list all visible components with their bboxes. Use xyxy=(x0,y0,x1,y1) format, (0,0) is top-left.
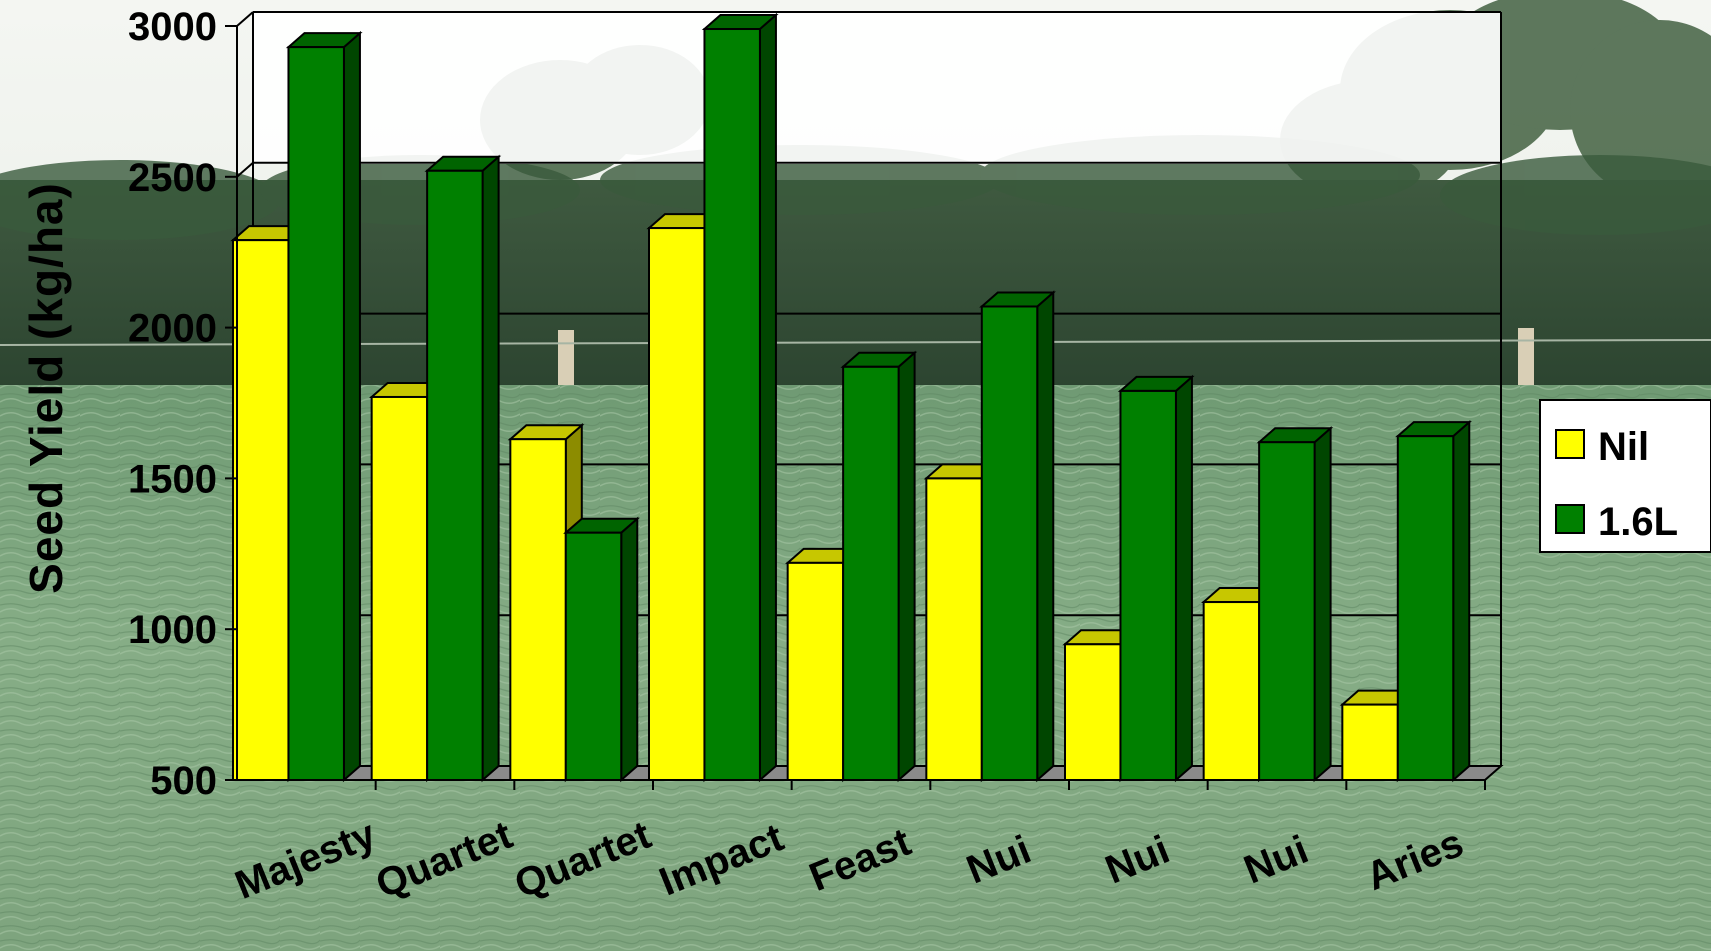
x-category-label: Aries xyxy=(1360,821,1469,899)
legend-swatch-nil xyxy=(1556,430,1584,458)
bar-front xyxy=(1259,442,1314,780)
y-tick-label: 2500 xyxy=(128,156,217,200)
gridline-depth xyxy=(237,12,253,26)
bar-1-6l-7 xyxy=(1259,428,1330,780)
bar-front xyxy=(372,397,427,780)
bar-front xyxy=(1342,705,1397,780)
bar-side xyxy=(483,157,499,780)
bar-side xyxy=(1176,377,1192,780)
bar-front xyxy=(1065,644,1120,780)
legend: Nil 1.6L xyxy=(1540,400,1711,552)
bar-front xyxy=(843,367,898,780)
bar-front xyxy=(1120,391,1175,780)
bar-1-6l-5 xyxy=(982,292,1053,780)
x-category-label: Impact xyxy=(653,815,789,904)
bar-front xyxy=(649,228,704,780)
x-category-label: Nui xyxy=(961,827,1037,892)
x-category-label: Nui xyxy=(1099,827,1175,892)
x-category-label: Quartet xyxy=(509,813,657,907)
y-tick-label: 2000 xyxy=(128,307,217,351)
bar-side xyxy=(760,15,776,780)
bar-1-6l-0 xyxy=(288,33,359,780)
bar-side xyxy=(1315,428,1331,780)
bar-front xyxy=(704,29,759,780)
legend-label-nil: Nil xyxy=(1598,425,1649,469)
bar-side xyxy=(1453,422,1469,780)
bar-front xyxy=(982,306,1037,780)
x-category-label: Feast xyxy=(803,820,916,900)
legend-label-1-6l: 1.6L xyxy=(1598,500,1678,544)
bar-side xyxy=(1037,292,1053,780)
y-tick-label: 500 xyxy=(150,759,217,803)
bar-front xyxy=(1398,436,1453,780)
legend-swatch-1-6l xyxy=(1556,505,1584,533)
plot-wall xyxy=(253,12,1500,164)
bar-side xyxy=(621,519,637,780)
gridline-depth xyxy=(237,163,253,177)
x-category-label: Nui xyxy=(1238,827,1314,892)
y-tick-label: 3000 xyxy=(128,5,217,49)
bar-1-6l-8 xyxy=(1398,422,1469,780)
bar-1-6l-4 xyxy=(843,353,914,780)
bar-1-6l-1 xyxy=(427,157,498,780)
bar-front xyxy=(926,478,981,780)
bar-front xyxy=(288,47,343,780)
x-category-label: Quartet xyxy=(370,813,518,907)
bar-front xyxy=(510,439,565,780)
y-axis-title: Seed Yield (kg/ha) xyxy=(20,182,72,594)
bar-front xyxy=(566,533,621,780)
bar-side xyxy=(899,353,915,780)
bar-1-6l-2 xyxy=(566,519,637,780)
bar-front xyxy=(1204,602,1259,780)
bar-side xyxy=(344,33,360,780)
x-category-label: Majesty xyxy=(229,812,382,908)
bar-front xyxy=(233,240,288,780)
bar-1-6l-3 xyxy=(704,15,775,780)
bar-front xyxy=(788,563,843,780)
y-tick-label: 1500 xyxy=(128,457,217,501)
bar-front xyxy=(427,171,482,780)
bar-1-6l-6 xyxy=(1120,377,1191,780)
y-tick-label: 1000 xyxy=(128,608,217,652)
